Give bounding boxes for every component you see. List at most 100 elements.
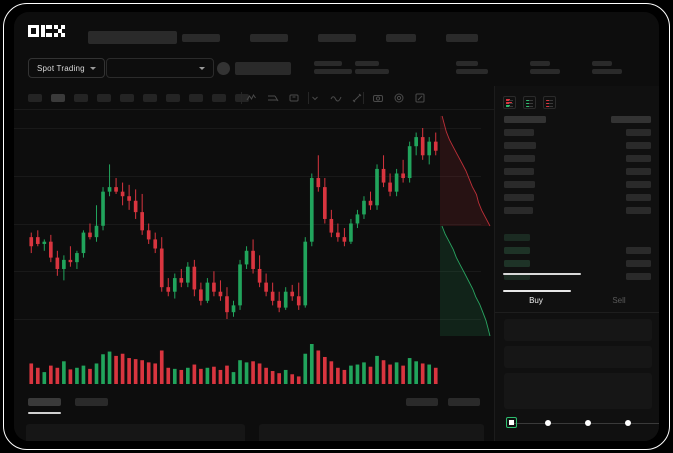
pair-avatar [217, 62, 230, 75]
market-stat-2 [355, 61, 389, 74]
orderbook-ask-amount[interactable] [626, 155, 651, 162]
market-subheader: Spot Trading [14, 50, 659, 86]
nav-items [182, 34, 478, 42]
order-form-tabs: Buy Sell [495, 290, 659, 313]
orderbook-header-total [611, 116, 651, 123]
timeframe-chip-8[interactable] [189, 94, 203, 102]
bottom-tabs [28, 398, 108, 406]
timeframe-chip-9[interactable] [212, 94, 226, 102]
order-panel: Buy Sell [494, 86, 659, 441]
orderbook-bid-price[interactable] [504, 260, 530, 267]
timeframe-chip-10[interactable] [235, 94, 249, 102]
orderbook-bids-icon[interactable] [523, 96, 536, 109]
stepper-step-4[interactable] [625, 419, 631, 426]
orderbook-ask-price[interactable] [504, 207, 533, 214]
orderbook-ask-amount[interactable] [626, 142, 651, 149]
fullscreen-icon[interactable] [414, 92, 426, 104]
orderbook-asks-icon[interactable] [543, 96, 556, 109]
orderbook-ask-price[interactable] [504, 155, 535, 162]
orderbook-header-price [504, 116, 546, 123]
price-chart[interactable] [14, 110, 481, 390]
bottom-panel [14, 390, 494, 441]
magnet-icon[interactable] [351, 92, 363, 104]
trading-pair-select[interactable] [106, 58, 214, 78]
orderbook-ask-price[interactable] [504, 142, 536, 149]
candlestick-series [14, 128, 481, 320]
orderbook-ask-amount[interactable] [626, 181, 651, 188]
bottom-actions [406, 398, 480, 406]
nav-item-5[interactable] [446, 34, 478, 42]
orderbook[interactable] [495, 116, 659, 280]
okx-logo[interactable] [28, 25, 65, 37]
orderbook-ask-amount[interactable] [626, 207, 651, 214]
market-stat-1 [314, 61, 352, 74]
bottom-action-2[interactable] [448, 398, 480, 406]
orderbook-scrollbar[interactable] [503, 273, 581, 275]
orderbook-bid-amount[interactable] [626, 247, 651, 254]
order-field-1[interactable] [504, 319, 652, 341]
orderbook-ask-price[interactable] [504, 181, 535, 188]
settings-gear-icon[interactable] [393, 92, 405, 104]
bottom-action-1[interactable] [406, 398, 438, 406]
nav-item-3[interactable] [318, 34, 356, 42]
nav-item-2[interactable] [250, 34, 288, 42]
top-navigation-bar [14, 12, 659, 50]
tab-underline [503, 290, 571, 292]
market-type-selector[interactable]: Spot Trading [28, 58, 105, 78]
chart-tools [246, 92, 426, 104]
bottom-tab-underline [28, 412, 61, 414]
stepper-step-1[interactable] [506, 417, 517, 428]
bottom-tab-2[interactable] [75, 398, 108, 406]
text-annotation-icon[interactable] [288, 92, 300, 104]
timeframe-chip-3[interactable] [74, 94, 88, 102]
orderbook-bid-price[interactable] [504, 273, 530, 280]
chevron-down-icon [199, 66, 205, 70]
camera-icon[interactable] [372, 92, 384, 104]
timeframe-chip-7[interactable] [166, 94, 180, 102]
orderbook-bid-amount[interactable] [626, 260, 651, 267]
pair-name-label [235, 62, 291, 75]
orderbook-ask-price[interactable] [504, 129, 534, 136]
order-field-3[interactable] [504, 373, 652, 409]
orderbook-bid-amount[interactable] [626, 273, 651, 280]
timeframe-chips [28, 94, 249, 102]
chart-toolbar [14, 86, 659, 110]
app-screen: Spot Trading [14, 12, 659, 441]
fib-retracement-icon[interactable] [267, 92, 279, 104]
wave-indicator-icon[interactable] [330, 92, 342, 104]
tab-buy[interactable]: Buy [529, 296, 543, 305]
timeframe-chip-2[interactable] [51, 94, 65, 102]
chevron-down-icon[interactable] [309, 92, 321, 104]
nav-item-1[interactable] [182, 34, 220, 42]
orderbook-bid-price[interactable] [504, 234, 530, 241]
onboarding-stepper [495, 416, 659, 432]
orderbook-both-icon[interactable] [503, 96, 516, 109]
logo-glyph-k [41, 25, 52, 37]
tab-sell[interactable]: Sell [612, 296, 626, 305]
orderbook-ask-amount[interactable] [626, 194, 651, 201]
bottom-tab-1[interactable] [28, 398, 61, 406]
volume-series [29, 344, 438, 384]
logo-glyph-o [28, 25, 39, 37]
timeframe-chip-5[interactable] [120, 94, 134, 102]
market-stat-3 [456, 61, 488, 74]
bottom-panel-left[interactable] [26, 424, 245, 441]
orderbook-bid-price[interactable] [504, 247, 530, 254]
trendline-icon[interactable] [246, 92, 258, 104]
orderbook-ask-price[interactable] [504, 194, 534, 201]
stepper-step-2[interactable] [545, 419, 551, 426]
search-input[interactable] [88, 31, 177, 44]
timeframe-chip-6[interactable] [143, 94, 157, 102]
timeframe-chip-1[interactable] [28, 94, 42, 102]
nav-item-4[interactable] [386, 34, 416, 42]
order-field-2[interactable] [504, 346, 652, 368]
timeframe-chip-4[interactable] [97, 94, 111, 102]
orderbook-ask-amount[interactable] [626, 129, 651, 136]
orderbook-ask-amount[interactable] [626, 168, 651, 175]
orderbook-ask-price[interactable] [504, 168, 534, 175]
market-stat-5 [592, 61, 622, 74]
bottom-panel-right[interactable] [259, 424, 484, 441]
stepper-step-3[interactable] [585, 419, 591, 426]
market-stat-4 [530, 61, 560, 74]
